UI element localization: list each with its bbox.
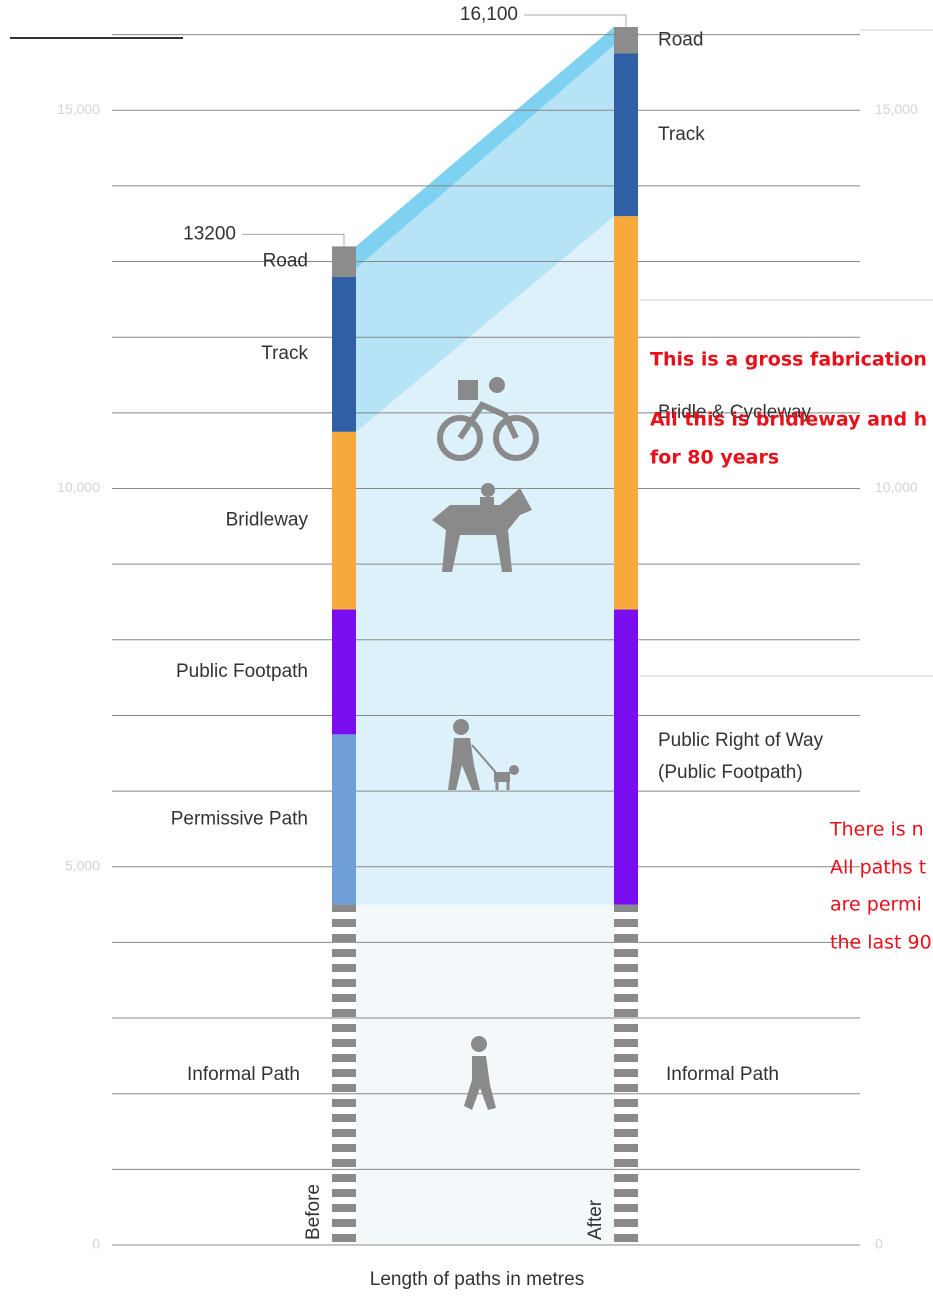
column-label: After — [585, 1199, 606, 1240]
segment-label: Bridle & Cycleway — [658, 402, 812, 423]
grid-layer: 0 0 5,000 5,000 10,000 10,000 15,000 15,000 — [57, 34, 918, 1252]
leader-line — [524, 14, 627, 28]
annotation: All this is bridleway and h — [650, 409, 927, 431]
dashed-segment — [332, 904, 356, 1245]
walker-icon — [464, 1036, 496, 1110]
segment-label: Road — [263, 251, 308, 272]
segment-label: Bridleway — [226, 510, 309, 531]
annotation: are permi — [830, 894, 922, 916]
annotation: for 80 years — [650, 447, 779, 469]
segment — [332, 734, 356, 905]
y-tick-label-right: 5,000 — [875, 857, 910, 873]
y-tick-label-right: 0 — [875, 1236, 883, 1252]
segment-label: Permissive Path — [171, 808, 308, 829]
annotation: All paths t — [830, 857, 926, 879]
total-label: 13200 — [183, 223, 236, 244]
segment — [614, 609, 638, 905]
segment — [332, 276, 356, 432]
y-tick-label: 15,000 — [57, 101, 100, 117]
band — [356, 27, 614, 269]
band-layer — [356, 27, 614, 1245]
annotation: There is n — [829, 819, 924, 841]
segment — [332, 609, 356, 735]
segment-label: (Public Footpath) — [658, 762, 803, 783]
segment-label: Public Right of Way — [658, 730, 824, 751]
total-label: 16,100 — [460, 4, 518, 25]
dashed-segment — [614, 904, 638, 1245]
cyclist-icon — [437, 377, 539, 461]
annotation: the last 90 — [830, 932, 932, 954]
segment — [614, 53, 638, 217]
y-tick-label: 0 — [92, 1236, 100, 1252]
annotation: This is a gross fabrication — [650, 349, 927, 371]
y-tick-label: 10,000 — [57, 479, 100, 495]
walker-dog-icon — [448, 719, 519, 790]
columns: Informal Path Permissive Path Public Footp… — [171, 4, 824, 1245]
segment — [332, 431, 356, 610]
y-tick-label-right: 10,000 — [875, 479, 918, 495]
horse-rider-icon — [432, 483, 532, 572]
segment-label: Track — [658, 124, 705, 145]
segment — [614, 216, 638, 610]
column-label: Before — [303, 1184, 324, 1240]
icons — [432, 377, 539, 1110]
y-tick-label: 5,000 — [65, 857, 100, 873]
segment-label: Road — [658, 29, 703, 50]
y-tick-label-right: 15,000 — [875, 101, 918, 117]
segment-label: Track — [261, 343, 308, 364]
segment-label: Public Footpath — [176, 661, 308, 682]
segment-label: Informal Path — [666, 1064, 779, 1085]
segment-label: Informal Path — [187, 1064, 300, 1085]
segment — [614, 27, 638, 54]
band — [356, 27, 614, 432]
leader-line — [242, 233, 345, 247]
segment — [332, 246, 356, 277]
x-axis-label: Length of paths in metres — [370, 1269, 584, 1290]
